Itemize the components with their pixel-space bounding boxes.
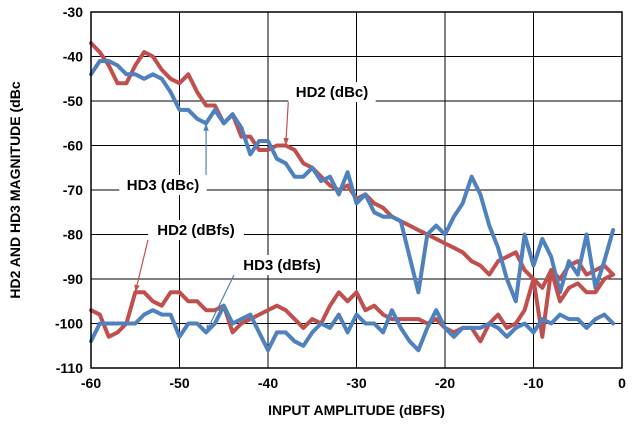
annotations: HD2 (dBc) HD3 (dBc) HD2 (dBfs) HD3 (dBfs) — [119, 82, 376, 333]
y-tick-label: -110 — [56, 360, 83, 376]
y-axis-title: HD2 AND HD3 MAGNITUDE (dBc — [7, 81, 23, 298]
series-line-3 — [89, 303, 616, 353]
callout-arrowhead — [283, 137, 289, 146]
series-line-2 — [89, 268, 616, 344]
x-axis-title: INPUT AMPLITUDE (dBFS) — [268, 402, 445, 418]
series-line-0 — [89, 41, 616, 290]
x-tick-label: -20 — [435, 375, 455, 391]
y-tick-label: -40 — [63, 49, 83, 65]
callout-label-bg — [234, 255, 330, 275]
plot-frame — [90, 11, 623, 369]
y-tick-label: -100 — [55, 316, 83, 332]
tick-labels: -60 -50 -40 -30 -20 -10 0-30-40-50-60-70-80-90… — [55, 4, 626, 391]
callout-leader — [205, 274, 235, 333]
callout-label-bg — [119, 175, 207, 195]
callout-label: HD3 (dBfs) — [243, 257, 321, 274]
y-tick-label: -80 — [63, 227, 83, 243]
y-tick-label: -30 — [63, 4, 83, 20]
series-line-1 — [89, 59, 616, 304]
callout-label-bg — [148, 220, 244, 240]
callout-leader — [134, 239, 149, 293]
callout-label: HD3 (dBc) — [127, 177, 200, 194]
callout-label-bg — [288, 82, 376, 102]
callout-label: HD2 (dBfs) — [157, 222, 235, 239]
callout-label: HD2 (dBc) — [296, 84, 369, 101]
callout-arrowhead — [134, 284, 140, 293]
x-tick-label: -30 — [346, 375, 366, 391]
callout-arrowhead — [203, 123, 209, 131]
y-tick-label: -50 — [63, 93, 83, 109]
series-lines — [89, 41, 616, 353]
y-tick-label: -70 — [63, 182, 83, 198]
x-tick-label: -60 — [81, 375, 101, 391]
y-tick-label: -90 — [63, 271, 83, 287]
callout-arrowhead — [206, 324, 212, 333]
x-tick-label: -50 — [169, 375, 189, 391]
x-tick-label: -10 — [523, 375, 543, 391]
x-tick-label: 0 — [618, 375, 626, 391]
x-tick-label: -40 — [258, 375, 278, 391]
y-tick-label: -60 — [63, 138, 83, 154]
